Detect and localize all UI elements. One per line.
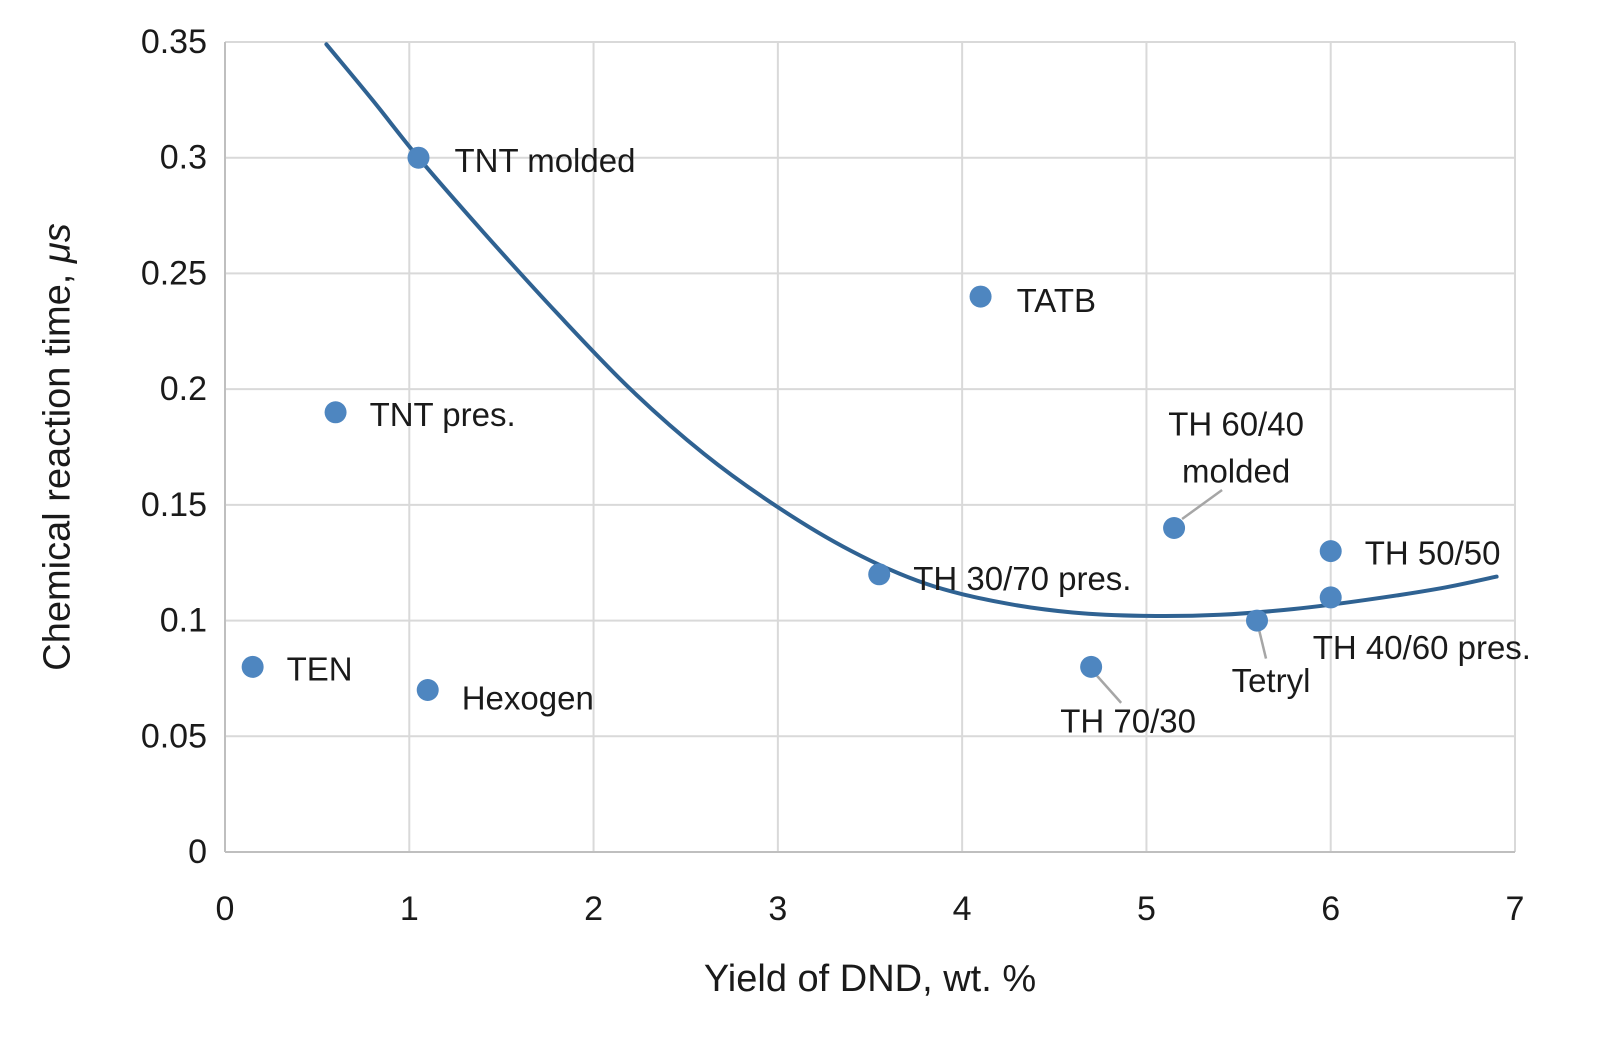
data-point-tetryl xyxy=(1246,609,1268,632)
point-label-th-40-60-pres: TH 40/60 pres. xyxy=(1313,629,1531,666)
point-label-th-60-40-molded: molded xyxy=(1182,453,1290,490)
x-tick-label: 7 xyxy=(1506,890,1525,928)
data-point-th-70-30 xyxy=(1080,655,1103,678)
data-point-tnt-molded xyxy=(407,146,430,169)
point-label-tnt-pres: TNT pres. xyxy=(370,396,516,433)
data-point-th-50-50 xyxy=(1319,540,1342,563)
y-tick-label: 0.2 xyxy=(160,370,207,408)
leader-line-th-70-30 xyxy=(1095,674,1123,704)
point-label-ten: TEN xyxy=(287,650,353,687)
x-tick-label: 6 xyxy=(1321,890,1340,928)
leader-line-th-60-40-molded xyxy=(1181,488,1223,521)
point-label-tetryl: Tetryl xyxy=(1232,662,1311,699)
y-axis-title: Chemical reaction time, μs xyxy=(37,223,80,670)
y-tick-label: 0.1 xyxy=(160,602,207,640)
x-tick-label: 2 xyxy=(584,890,603,928)
point-label-th-30-70-pres: TH 30/70 pres. xyxy=(913,560,1131,597)
x-axis-title: Yield of DND, wt. % xyxy=(703,958,1037,1000)
point-label-tnt-molded: TNT molded xyxy=(455,142,636,179)
data-point-hexogen xyxy=(416,679,439,701)
data-point-tatb xyxy=(969,285,992,308)
data-point-tnt-pres xyxy=(324,401,347,424)
data-point-ten xyxy=(241,655,264,678)
point-label-hexogen: Hexogen xyxy=(462,680,594,717)
x-tick-label: 5 xyxy=(1137,890,1156,928)
trendline-curve xyxy=(324,42,1499,619)
data-point-th-30-70-pres xyxy=(868,563,891,586)
y-tick-label: 0.3 xyxy=(160,139,207,177)
point-label-th-50-50: TH 50/50 xyxy=(1365,535,1501,572)
y-tick-label: 0 xyxy=(188,833,207,871)
y-tick-label: 0.05 xyxy=(141,717,207,755)
data-point-th-60-40-molded xyxy=(1163,517,1186,539)
y-tick-label: 0.15 xyxy=(141,486,207,524)
x-tick-label: 3 xyxy=(768,890,787,928)
y-tick-label: 0.35 xyxy=(141,23,207,61)
x-tick-label: 1 xyxy=(400,890,419,928)
x-tick-label: 0 xyxy=(216,890,235,928)
x-tick-label: 4 xyxy=(953,890,972,928)
y-tick-label: 0.25 xyxy=(141,254,207,292)
y-axis-title-text: Chemical reaction time, xyxy=(36,263,79,671)
leader-line-tetryl xyxy=(1257,629,1268,659)
y-axis-title-units: μs xyxy=(36,223,79,264)
data-point-th-40-60-pres xyxy=(1319,586,1342,609)
point-label-th-60-40-molded: TH 60/40 xyxy=(1168,406,1304,443)
point-label-tatb: TATB xyxy=(1017,282,1096,319)
point-label-th-70-30: TH 70/30 xyxy=(1060,702,1196,739)
